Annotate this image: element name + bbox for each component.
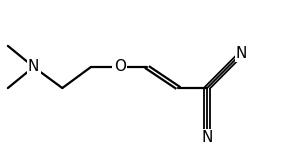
Text: N: N xyxy=(201,130,213,145)
Text: N: N xyxy=(236,46,247,61)
Text: N: N xyxy=(28,59,39,74)
Text: O: O xyxy=(114,59,126,74)
